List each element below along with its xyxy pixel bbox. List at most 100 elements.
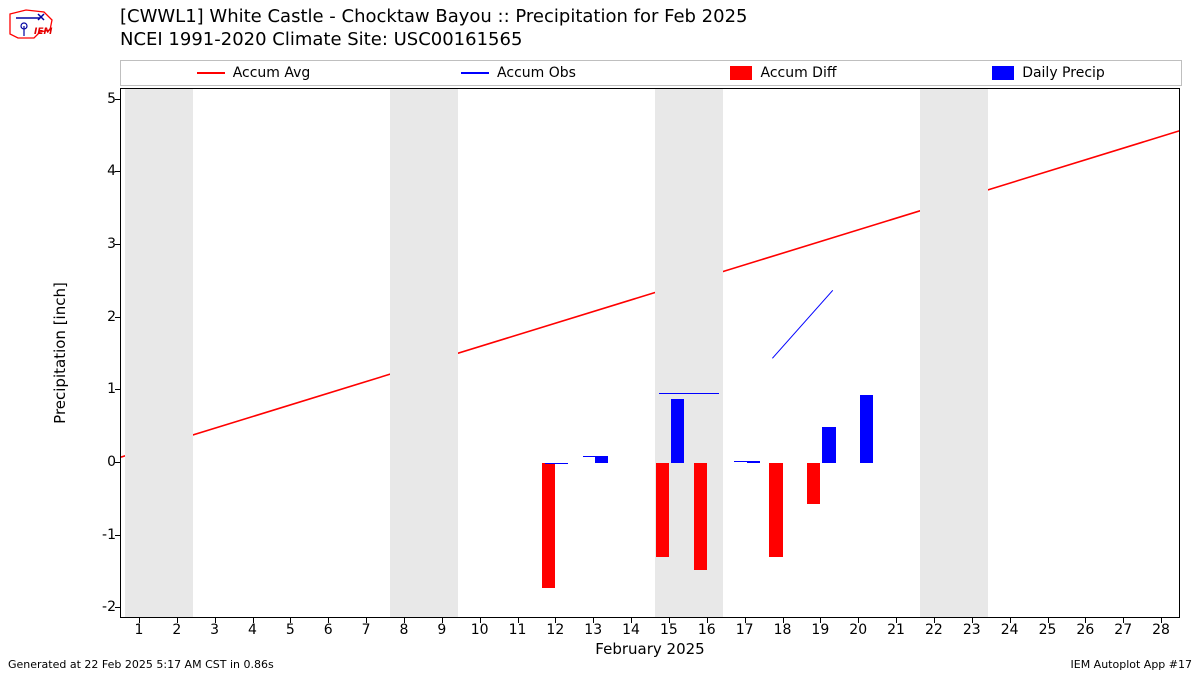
x-tick-label: 4: [248, 622, 257, 638]
y-tick-mark: [115, 535, 120, 536]
legend-label: Accum Diff: [760, 65, 836, 81]
daily-precip-bar: [860, 395, 873, 463]
x-tick-label: 13: [584, 622, 602, 638]
y-tick-mark: [115, 462, 120, 463]
legend-patch-swatch: [730, 66, 752, 80]
x-tick-mark: [745, 618, 746, 623]
x-tick-mark: [1048, 618, 1049, 623]
x-tick-label: 25: [1039, 622, 1057, 638]
x-tick-mark: [290, 618, 291, 623]
accum-obs-segment: [659, 393, 720, 394]
y-tick-label: 3: [86, 236, 116, 252]
x-tick-mark: [1123, 618, 1124, 623]
chart-title: [CWWL1] White Castle - Chocktaw Bayou ::…: [120, 6, 748, 51]
x-tick-label: 7: [362, 622, 371, 638]
daily-precip-bar: [671, 399, 684, 463]
x-tick-mark: [253, 618, 254, 623]
daily-precip-bar: [595, 456, 608, 463]
legend-label: Accum Obs: [497, 65, 576, 81]
accum-obs-segment: [772, 290, 833, 359]
legend-line-swatch: [197, 72, 225, 74]
x-tick-label: 12: [546, 622, 564, 638]
x-tick-mark: [480, 618, 481, 623]
x-tick-label: 6: [324, 622, 333, 638]
x-tick-label: 20: [849, 622, 867, 638]
x-tick-mark: [707, 618, 708, 623]
y-tick-mark: [115, 317, 120, 318]
x-tick-label: 9: [437, 622, 446, 638]
iem-logo: IEM: [6, 4, 56, 44]
x-tick-mark: [366, 618, 367, 623]
x-tick-label: 1: [134, 622, 143, 638]
y-tick-label: -2: [86, 599, 116, 615]
x-tick-label: 23: [963, 622, 981, 638]
accum-diff-bar: [694, 463, 707, 570]
x-tick-label: 2: [172, 622, 181, 638]
plot-area: [120, 88, 1180, 618]
x-tick-label: 24: [1001, 622, 1019, 638]
x-tick-mark: [1161, 618, 1162, 623]
legend-line-swatch: [461, 72, 489, 74]
y-tick-mark: [115, 389, 120, 390]
x-tick-label: 21: [887, 622, 905, 638]
x-tick-label: 5: [286, 622, 295, 638]
legend-patch-swatch: [992, 66, 1014, 80]
legend: Accum AvgAccum ObsAccum DiffDaily Precip: [120, 60, 1182, 86]
x-tick-mark: [896, 618, 897, 623]
x-tick-mark: [934, 618, 935, 623]
x-tick-label: 17: [736, 622, 754, 638]
accum-avg-line: [121, 89, 1180, 618]
x-tick-mark: [215, 618, 216, 623]
x-tick-mark: [1085, 618, 1086, 623]
x-tick-mark: [669, 618, 670, 623]
x-tick-mark: [972, 618, 973, 623]
x-tick-label: 18: [774, 622, 792, 638]
legend-item: Accum Obs: [386, 65, 651, 81]
y-tick-mark: [115, 607, 120, 608]
y-tick-label: 0: [86, 454, 116, 470]
svg-text:IEM: IEM: [34, 27, 52, 37]
accum-obs-segment: [545, 463, 568, 464]
y-tick-mark: [115, 99, 120, 100]
x-tick-label: 8: [399, 622, 408, 638]
legend-label: Accum Avg: [233, 65, 311, 81]
x-axis-label: February 2025: [595, 640, 704, 658]
y-tick-label: -1: [86, 527, 116, 543]
x-tick-mark: [593, 618, 594, 623]
legend-item: Accum Avg: [121, 65, 386, 81]
accum-diff-bar: [807, 463, 820, 504]
x-tick-mark: [858, 618, 859, 623]
footer-app: IEM Autoplot App #17: [1071, 658, 1193, 671]
x-tick-mark: [820, 618, 821, 623]
daily-precip-bar: [822, 427, 835, 463]
x-tick-label: 19: [811, 622, 829, 638]
x-tick-mark: [783, 618, 784, 623]
x-tick-mark: [555, 618, 556, 623]
x-tick-mark: [442, 618, 443, 623]
accum-diff-bar: [542, 463, 555, 588]
x-tick-mark: [139, 618, 140, 623]
weekend-band: [125, 89, 193, 617]
y-axis-label: Precipitation [inch]: [51, 282, 69, 424]
x-tick-label: 26: [1076, 622, 1094, 638]
x-tick-label: 15: [660, 622, 678, 638]
title-line-2: NCEI 1991-2020 Climate Site: USC00161565: [120, 29, 748, 52]
y-tick-label: 4: [86, 163, 116, 179]
x-tick-mark: [518, 618, 519, 623]
accum-obs-segment: [583, 456, 606, 457]
y-tick-label: 1: [86, 381, 116, 397]
weekend-band: [920, 89, 988, 617]
accum-obs-segment: [734, 461, 757, 462]
accum-diff-bar: [769, 463, 782, 557]
x-tick-label: 3: [210, 622, 219, 638]
x-tick-mark: [404, 618, 405, 623]
weekend-band: [390, 89, 458, 617]
x-tick-mark: [631, 618, 632, 623]
x-tick-label: 22: [925, 622, 943, 638]
x-tick-mark: [177, 618, 178, 623]
y-tick-label: 2: [86, 309, 116, 325]
y-tick-mark: [115, 244, 120, 245]
y-tick-mark: [115, 171, 120, 172]
x-tick-label: 14: [622, 622, 640, 638]
x-tick-label: 16: [698, 622, 716, 638]
